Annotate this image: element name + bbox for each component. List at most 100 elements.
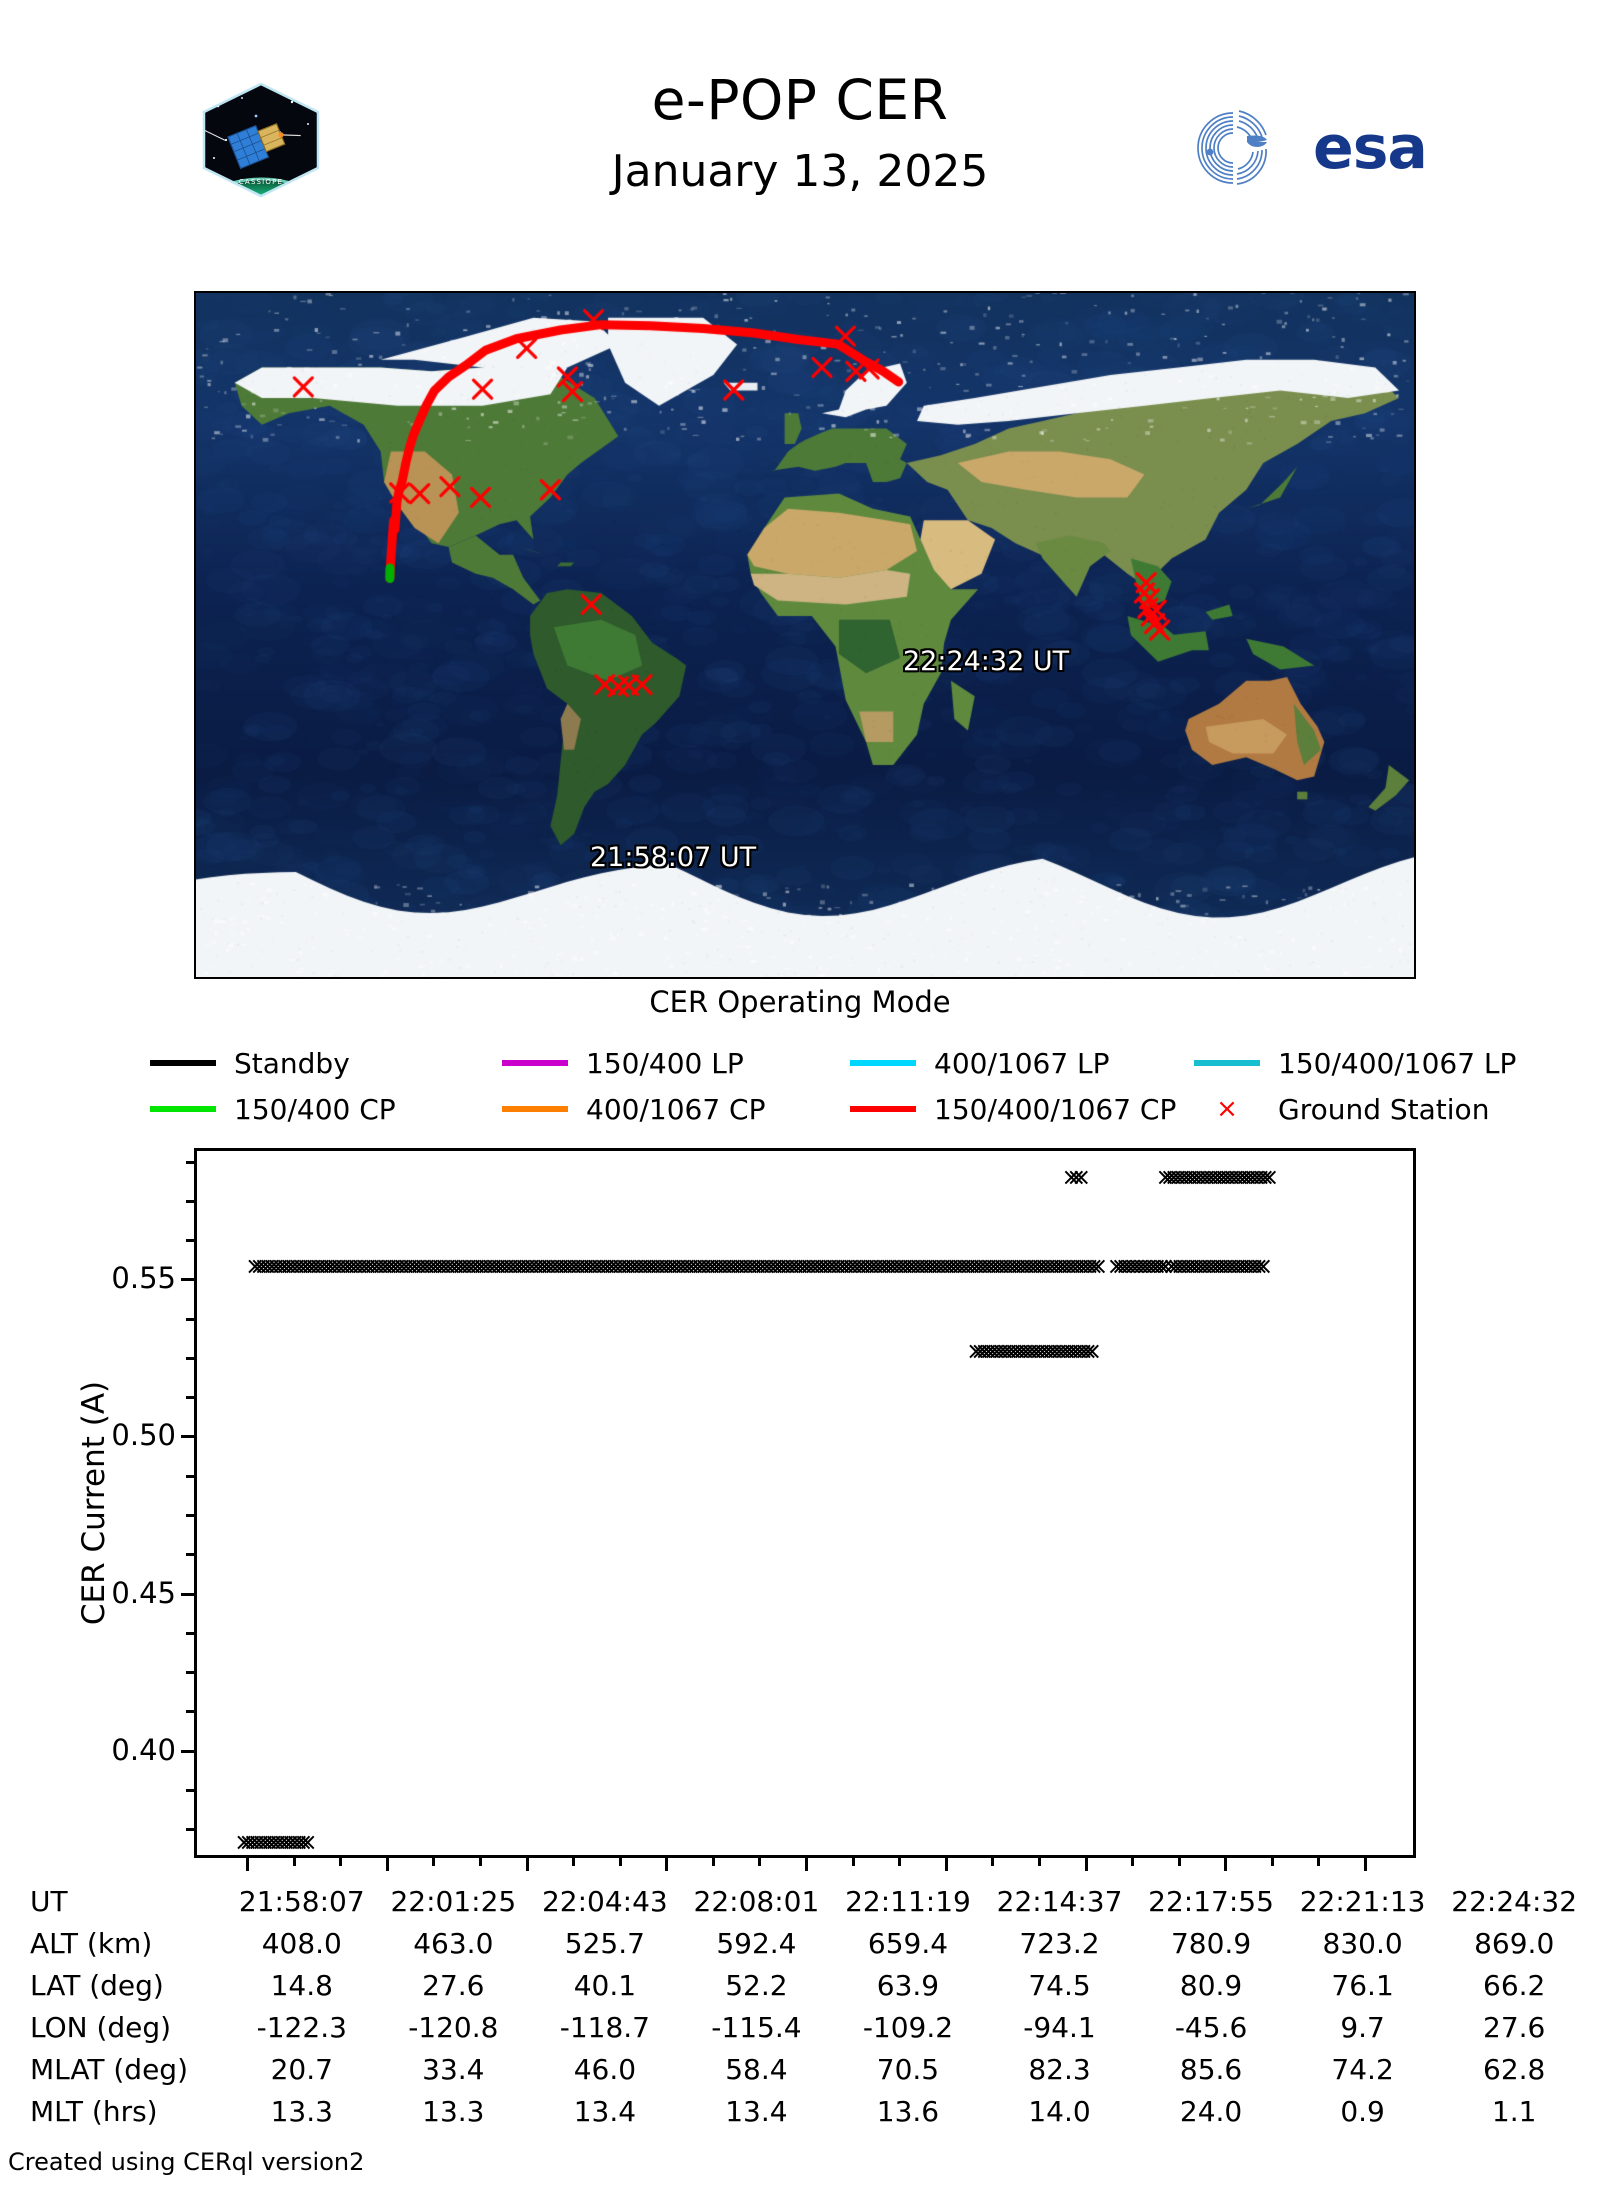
table-cell: -120.8 (378, 2006, 530, 2048)
data-point-marker: × (1088, 1254, 1108, 1278)
y-axis-tick (181, 1593, 194, 1596)
table-cell: 780.9 (1135, 1922, 1287, 1964)
table-cell: -122.3 (226, 2006, 378, 2048)
table-cell: 74.5 (984, 1964, 1136, 2006)
table-cell: 13.4 (529, 2090, 681, 2132)
table-cell: 13.4 (681, 2090, 833, 2132)
table-cell: 22:14:37 (984, 1880, 1136, 1922)
legend-color-swatch (850, 1106, 916, 1112)
page-subtitle-date: January 13, 2025 (400, 150, 1200, 194)
legend-item-standby[interactable]: Standby (150, 1047, 350, 1080)
orbit-ground-track-map[interactable]: 22:24:32 UT 21:58:07 UT (194, 291, 1416, 979)
x-axis-tick (945, 1858, 948, 1871)
table-cell: 27.6 (1438, 2006, 1590, 2048)
y-axis-minor-tick (186, 1475, 194, 1478)
ephemeris-table-body: UT 21:58:07 22:01:25 22:04:43 22:08:01 22:11:… (30, 1880, 1590, 2132)
cassiope-mission-patch-icon: CASSIOPE (196, 80, 326, 200)
legend-item-150-400-1067-lp[interactable]: 150/400/1067 LP (1194, 1047, 1516, 1080)
x-axis-minor-tick (1131, 1858, 1134, 1866)
table-cell: 22:08:01 (681, 1880, 833, 1922)
table-cell: 1.1 (1438, 2090, 1590, 2132)
y-axis-minor-tick (186, 1396, 194, 1399)
table-cell: 0.9 (1287, 2090, 1439, 2132)
y-axis-minor-tick (186, 1318, 194, 1321)
x-axis-minor-tick (1178, 1858, 1181, 1866)
legend-item-400-1067-lp[interactable]: 400/1067 LP (850, 1047, 1110, 1080)
table-cell: 70.5 (832, 2048, 984, 2090)
y-axis-tick (181, 1278, 194, 1281)
legend-item-ground-station[interactable]: × Ground Station (1194, 1093, 1489, 1126)
legend-item-150-400-1067-cp[interactable]: 150/400/1067 CP (850, 1093, 1176, 1126)
esa-logo-icon: esa (1163, 105, 1448, 190)
y-axis-minor-tick (186, 1828, 194, 1831)
table-cell: 14.0 (984, 2090, 1136, 2132)
legend-color-swatch (150, 1106, 216, 1112)
x-axis-tick (805, 1858, 808, 1871)
legend-label: Standby (234, 1047, 350, 1080)
x-axis-minor-tick (293, 1858, 296, 1866)
table-cell: 22:11:19 (832, 1880, 984, 1922)
x-axis-tick (1224, 1858, 1227, 1871)
y-axis-minor-tick (186, 1357, 194, 1360)
footer-credit: Created using CERql version2 (8, 2148, 364, 2176)
legend-item-150-400-lp[interactable]: 150/400 LP (502, 1047, 744, 1080)
legend-color-swatch (1194, 1060, 1260, 1066)
title-block: e-POP CER January 13, 2025 (400, 72, 1200, 194)
table-cell: 46.0 (529, 2048, 681, 2090)
table-cell: 21:58:07 (226, 1880, 378, 1922)
legend-color-swatch (150, 1060, 216, 1066)
table-row-label: UT (30, 1880, 226, 1922)
y-axis-minor-tick (186, 1161, 194, 1164)
legend-row: Standby 150/400 LP 400/1067 LP 150/400/1067… (150, 1040, 1470, 1086)
legend-label: 400/1067 LP (934, 1047, 1110, 1080)
x-axis-minor-tick (991, 1858, 994, 1866)
legend-item-400-1067-cp[interactable]: 400/1067 CP (502, 1093, 765, 1126)
table-cell: 27.6 (378, 1964, 530, 2006)
map-end-time-label: 22:24:32 UT (903, 646, 1069, 677)
table-cell: 22:24:32 (1438, 1880, 1590, 1922)
table-cell: 13.6 (832, 2090, 984, 2132)
x-axis-minor-tick (432, 1858, 435, 1866)
x-axis-minor-tick (339, 1858, 342, 1866)
table-row: MLAT (deg) 20.7 33.4 46.0 58.4 70.5 82.3 85.6 74… (30, 2048, 1590, 2090)
legend-color-swatch (850, 1060, 916, 1066)
x-axis-tick (665, 1858, 668, 1871)
table-cell: 80.9 (1135, 1964, 1287, 2006)
table-row-label: MLAT (deg) (30, 2048, 226, 2090)
y-axis-minor-tick (186, 1514, 194, 1517)
legend-label: 150/400/1067 LP (1278, 1047, 1516, 1080)
y-axis-minor-tick (186, 1710, 194, 1713)
x-axis-tick (246, 1858, 249, 1871)
table-cell: -118.7 (529, 2006, 681, 2048)
data-point-marker: × (1082, 1339, 1102, 1363)
table-cell: -94.1 (984, 2006, 1136, 2048)
table-row: MLT (hrs) 13.3 13.3 13.4 13.4 13.6 14.0 24.0 0.9… (30, 2090, 1590, 2132)
legend-color-swatch (502, 1106, 568, 1112)
y-axis-tick-label: 0.45 (111, 1576, 176, 1610)
table-cell: 9.7 (1287, 2006, 1439, 2048)
plot-data-area: × × × × × × × × × × × × × × × × × × × × × × × × × × × × × × × × × × × × × × × ×… (194, 1148, 1416, 1858)
x-axis-minor-tick (1271, 1858, 1274, 1866)
table-cell: 33.4 (378, 2048, 530, 2090)
table-cell: 869.0 (1438, 1922, 1590, 1964)
table-row-label: MLT (hrs) (30, 2090, 226, 2132)
cer-current-plot[interactable]: × × × × × × × × × × × × × × × × × × × × × × × × × × × × × × × × × × × × × × × ×… (194, 1148, 1416, 1858)
table-cell: 408.0 (226, 1922, 378, 1964)
ephemeris-table: UT 21:58:07 22:01:25 22:04:43 22:08:01 22:11:… (30, 1880, 1590, 2132)
table-row-label: ALT (km) (30, 1922, 226, 1964)
legend-item-150-400-cp[interactable]: 150/400 CP (150, 1093, 396, 1126)
x-axis-minor-tick (619, 1858, 622, 1866)
table-cell: -115.4 (681, 2006, 833, 2048)
y-axis-tick (181, 1750, 194, 1753)
table-cell: 14.8 (226, 1964, 378, 2006)
page-header: CASSIOPE esa e-POP (0, 0, 1600, 210)
y-axis-minor-tick (186, 1632, 194, 1635)
table-cell: 659.4 (832, 1922, 984, 1964)
table-cell: 13.3 (378, 2090, 530, 2132)
x-axis-minor-tick (1317, 1858, 1320, 1866)
table-cell: 82.3 (984, 2048, 1136, 2090)
table-row: LON (deg) -122.3 -120.8 -118.7 -115.4 -109.2-… (30, 2006, 1590, 2048)
y-axis-minor-tick (186, 1200, 194, 1203)
table-cell: 58.4 (681, 2048, 833, 2090)
table-row: ALT (km) 408.0 463.0 525.7 592.4 659.4 723.2 78… (30, 1922, 1590, 1964)
